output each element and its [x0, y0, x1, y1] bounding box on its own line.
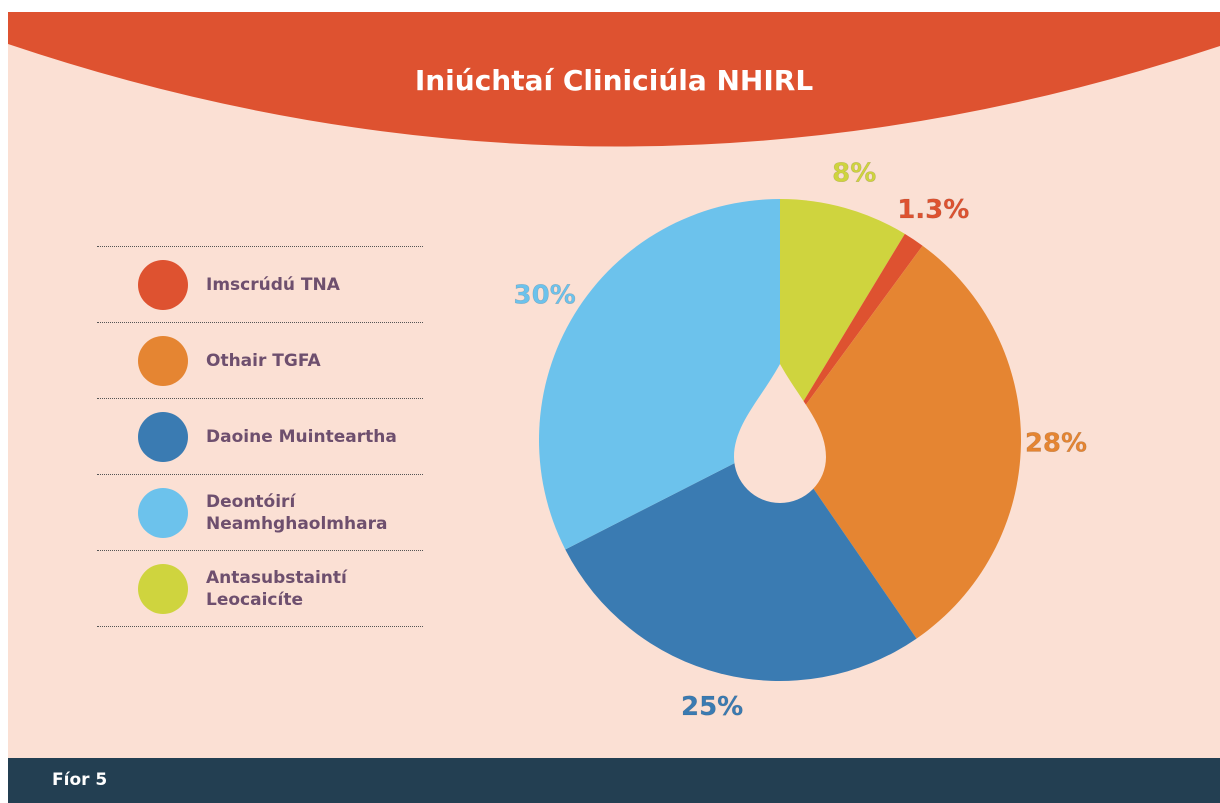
- chart: Iniúchtaí Cliniciúla NHIRL 8% 1.3% 28% 25% 3…: [8, 12, 1220, 758]
- legend-item: Imscrúdú TNA: [97, 246, 423, 322]
- legend-item: Deontóirí Neamhghaolmhara: [97, 474, 423, 550]
- legend-swatch: [138, 563, 188, 614]
- pie-slice: [565, 440, 917, 682]
- value-label: 25%: [681, 692, 743, 722]
- figure-label: Fíor 5: [52, 770, 108, 790]
- legend-swatch: [138, 487, 188, 538]
- legend-item: Othair TGFA: [97, 322, 423, 398]
- chart-title: Iniúchtaí Cliniciúla NHIRL: [415, 64, 814, 97]
- legend-item: Daoine Muinteartha: [97, 398, 423, 474]
- legend-swatch: [138, 259, 188, 310]
- pie-slice: [539, 199, 780, 550]
- legend-label: Othair TGFA: [206, 350, 321, 371]
- footer: Fíor 5: [8, 758, 1220, 803]
- pie-slice: [780, 233, 923, 440]
- legend-label: Imscrúdú TNA: [206, 274, 340, 295]
- value-label: 28%: [1025, 429, 1087, 459]
- pie-slice: [780, 199, 905, 440]
- legend-label: Antasubstaintí Leocaicíte: [206, 567, 347, 610]
- center-drop: [734, 364, 826, 503]
- legend-swatch: [138, 411, 188, 462]
- legend-item: Antasubstaintí Leocaicíte: [97, 550, 423, 627]
- legend: Imscrúdú TNA Othair TGFA Daoine Muintearth…: [97, 246, 423, 627]
- title-banner: [8, 12, 1220, 147]
- pie: 8% 1.3% 28% 25% 30%: [513, 158, 1087, 722]
- pie-slice: [780, 245, 1022, 639]
- value-label: 1.3%: [897, 195, 969, 225]
- legend-label: Daoine Muinteartha: [206, 426, 397, 447]
- legend-label: Deontóirí Neamhghaolmhara: [206, 491, 388, 534]
- value-label: 8%: [832, 159, 876, 189]
- value-label: 30%: [514, 280, 576, 310]
- legend-swatch: [138, 335, 188, 386]
